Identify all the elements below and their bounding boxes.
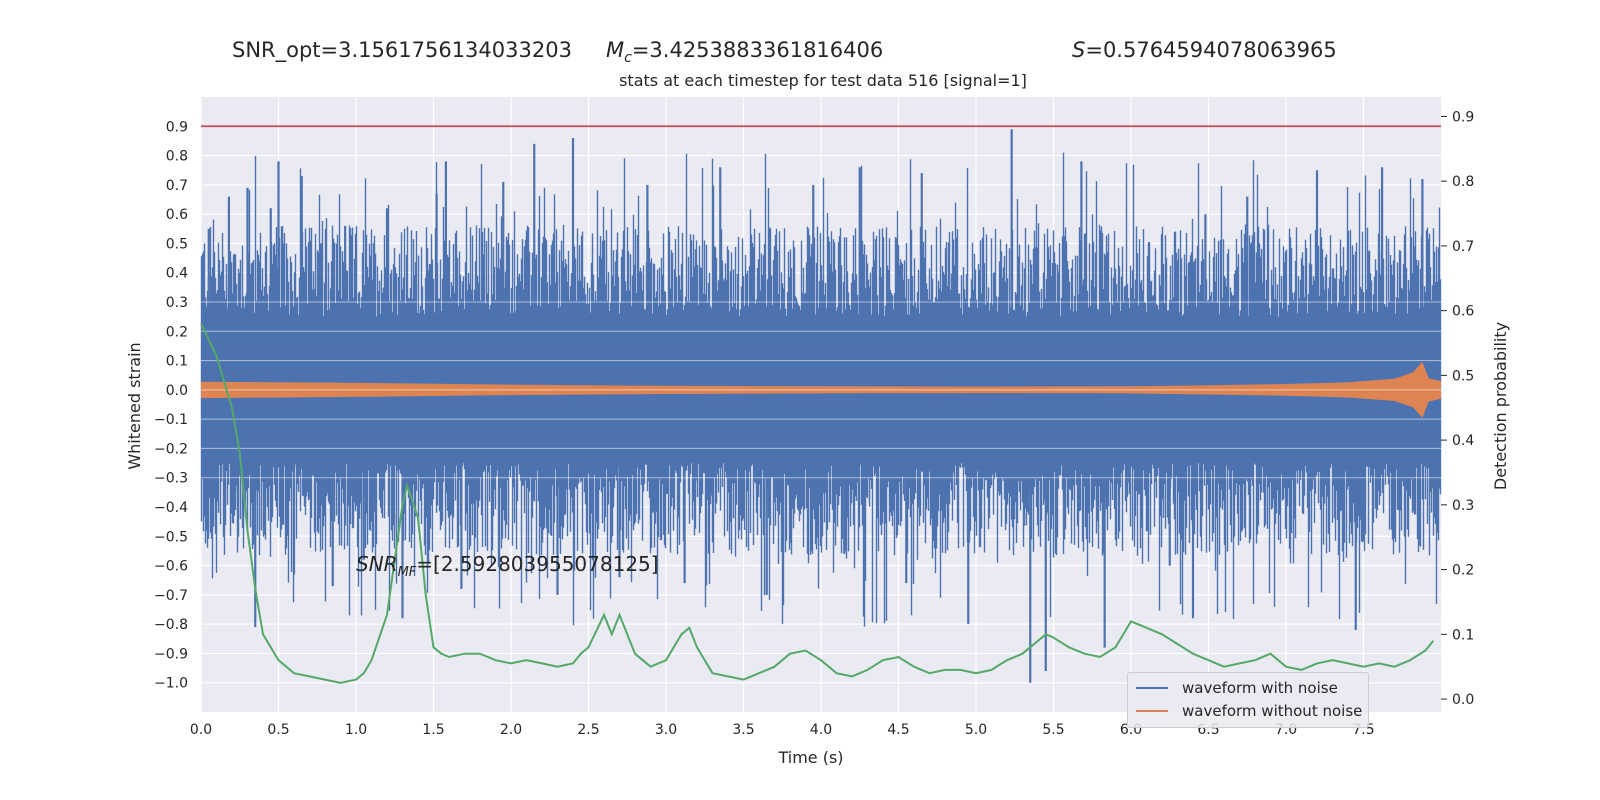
x-tick-label: 5.5	[1042, 722, 1064, 738]
y2-tick-label: 0.5	[1452, 368, 1474, 384]
y2-tick-label: 0.7	[1452, 239, 1474, 255]
y2-axis-ticks: 0.9 0.8 0.7 0.6 0.5 0.4 0.3 0.2 0.1 0.0	[1441, 109, 1474, 708]
y-tick-label: 0.1	[166, 354, 188, 370]
x-tick-label: 2.0	[500, 722, 522, 738]
y-tick-label: 0.8	[166, 149, 188, 165]
s-value: =0.5764594078063965	[1085, 38, 1337, 62]
x-tick-label: 3.0	[655, 722, 677, 738]
x-axis-label: Time (s)	[777, 748, 843, 767]
legend-swatch-without-noise	[1136, 710, 1168, 712]
y-tick-label: −0.3	[154, 471, 188, 487]
snr-mf-value: =[2.592803955078125]	[416, 552, 659, 576]
snr-mf-subscript: MF	[397, 565, 417, 580]
x-tick-label: 5.0	[965, 722, 987, 738]
waveform-without-noise-series	[201, 301, 1441, 479]
chirp-mass-symbol: M	[606, 38, 625, 62]
x-tick-label: 4.5	[887, 722, 909, 738]
legend-swatch-with-noise	[1136, 687, 1168, 689]
y2-tick-label: 0.4	[1452, 433, 1474, 449]
chirp-mass-label: Mc=3.4253883361816406	[606, 38, 883, 66]
y-tick-label: −0.1	[154, 412, 188, 428]
y-tick-label: 0.7	[166, 178, 188, 194]
y-tick-label: 0.6	[166, 207, 188, 223]
x-tick-label: 3.5	[732, 722, 754, 738]
x-tick-label: 1.5	[422, 722, 444, 738]
y2-tick-label: 0.9	[1452, 109, 1474, 125]
x-tick-label: 1.0	[345, 722, 367, 738]
y-axis-ticks: 0.9 0.8 0.7 0.6 0.5 0.4 0.3 0.2 0.1 0.0 −0.1 −0.2 −0…	[154, 119, 188, 691]
legend-entry-with-noise: waveform with noise	[1136, 678, 1338, 698]
y2-tick-label: 0.3	[1452, 498, 1474, 514]
chirp-mass-value: =3.4253883361816406	[631, 38, 884, 62]
y2-tick-label: 0.6	[1452, 304, 1474, 320]
y-tick-label: −0.9	[154, 646, 188, 662]
chart-title: stats at each timestep for test data 516…	[619, 71, 1027, 90]
y2-tick-label: 0.2	[1452, 563, 1474, 579]
y2-tick-label: 0.1	[1452, 627, 1474, 643]
y-tick-label: 0.4	[166, 266, 188, 282]
x-tick-label: 2.5	[577, 722, 599, 738]
y-tick-label: −0.8	[154, 617, 188, 633]
y-axis-label: Whitened strain	[125, 342, 144, 469]
y2-axis-label: Detection probability	[1491, 322, 1510, 490]
snr-opt-label: SNR_opt=3.1561756134033203	[232, 38, 572, 62]
y-tick-label: −0.6	[154, 559, 188, 575]
y-tick-label: −0.7	[154, 588, 188, 604]
y-tick-label: −0.2	[154, 441, 188, 457]
detection-probability-series	[200, 323, 1435, 684]
y2-tick-label: 0.8	[1452, 174, 1474, 190]
chirp-mass-subscript: c	[624, 50, 632, 67]
y-tick-label: 0.2	[166, 324, 188, 340]
y-tick-label: 0.3	[166, 295, 188, 311]
s-symbol: S	[1072, 38, 1086, 62]
y-tick-label: −0.5	[154, 529, 188, 545]
legend-entry-without-noise: waveform without noise	[1136, 701, 1362, 721]
x-tick-label: 0.5	[267, 722, 289, 738]
s-value-label: S=0.5764594078063965	[1072, 38, 1337, 62]
legend-label-with-noise: waveform with noise	[1182, 679, 1338, 697]
y-tick-label: 0.5	[166, 236, 188, 252]
y-tick-label: 0.9	[166, 119, 188, 135]
legend-label-without-noise: waveform without noise	[1182, 702, 1363, 720]
snr-mf-annotation: SNRMF=[2.592803955078125]	[356, 552, 659, 580]
x-tick-label: 0.0	[190, 722, 212, 738]
y-tick-label: 0.0	[166, 383, 188, 399]
x-tick-label: 4.0	[810, 722, 832, 738]
y-tick-label: −0.4	[154, 500, 188, 516]
snr-mf-symbol: SNR	[356, 552, 398, 576]
legend: waveform with noise waveform without noi…	[1127, 672, 1369, 728]
y-tick-label: −1.0	[154, 676, 188, 692]
y2-tick-label: 0.0	[1452, 692, 1474, 708]
